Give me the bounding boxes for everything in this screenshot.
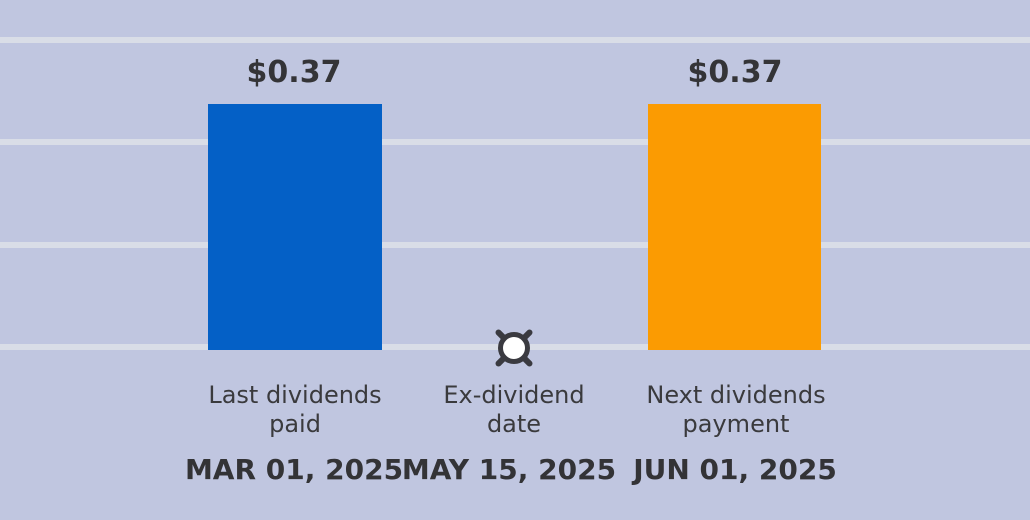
date-label-next-dividends-payment: JUN 01, 2025 [633, 453, 837, 486]
category-label-ex-dividend-date: Ex-dividend date [443, 381, 584, 439]
date-label-last-dividends-paid: MAR 01, 2025 [184, 453, 404, 486]
category-label-line: Ex-dividend [443, 381, 585, 409]
category-label-last-dividends-paid: Last dividends paid [208, 381, 381, 439]
gridline [0, 139, 1030, 145]
gridline [0, 37, 1030, 43]
bar-last-dividends-paid [208, 104, 382, 350]
category-label-line: date [486, 410, 542, 438]
bar-value-label: $0.37 [687, 55, 783, 90]
gridline [0, 242, 1030, 248]
category-label-next-dividends-payment: Next dividends payment [646, 381, 825, 439]
category-label-line: payment [682, 410, 790, 438]
ex-dividend-marker-icon [495, 329, 533, 367]
category-label-line: paid [269, 410, 321, 438]
date-label-ex-dividend-date: MAY 15, 2025 [401, 453, 617, 486]
bar-next-dividends-payment [648, 104, 821, 350]
category-label-line: Last dividends [208, 381, 382, 409]
category-label-line: Next dividends [646, 381, 826, 409]
bar-value-label: $0.37 [246, 55, 342, 90]
